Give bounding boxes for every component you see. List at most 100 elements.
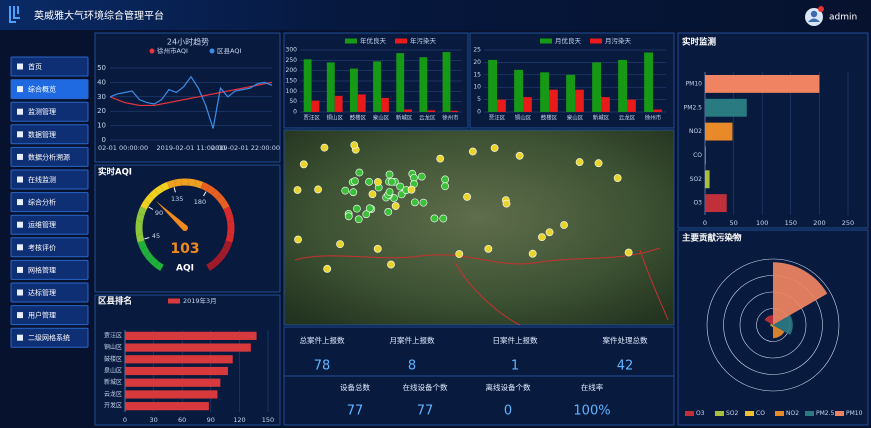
map-marker[interactable] — [484, 244, 493, 253]
menu-label[interactable]: 达标管理 — [28, 288, 56, 297]
map-marker[interactable] — [613, 174, 622, 182]
map-marker[interactable] — [594, 159, 603, 168]
x-tick-label: 50 — [729, 219, 737, 227]
x-tick-label: 120 — [233, 416, 245, 424]
map-marker[interactable] — [385, 170, 394, 179]
x-tick-label: 贾汪区 — [489, 114, 506, 122]
map-marker[interactable] — [502, 199, 511, 208]
rose-sector — [773, 315, 793, 335]
map-marker[interactable] — [396, 182, 405, 191]
map-marker[interactable] — [355, 168, 364, 177]
menu-item[interactable] — [10, 56, 89, 77]
menu-label[interactable]: 监测管理 — [28, 107, 56, 116]
menu-item[interactable] — [10, 192, 89, 213]
map-marker[interactable] — [463, 192, 471, 201]
menu-label[interactable]: 数据管理 — [28, 130, 56, 139]
map-marker[interactable] — [351, 177, 359, 186]
bar — [404, 109, 413, 112]
map-marker[interactable] — [341, 186, 350, 195]
map-marker[interactable] — [320, 143, 329, 152]
menu-label[interactable]: 用户管理 — [28, 311, 56, 320]
menu-item[interactable] — [10, 79, 89, 100]
menu-item[interactable] — [10, 169, 89, 190]
map-marker[interactable] — [624, 248, 633, 257]
menu-item[interactable] — [10, 259, 89, 280]
menu-label[interactable]: 运维管理 — [28, 220, 56, 229]
map-marker[interactable] — [349, 188, 358, 197]
bar — [349, 68, 358, 112]
map-marker[interactable] — [441, 182, 449, 191]
menu-label[interactable]: 在线监测 — [28, 175, 56, 184]
map-marker[interactable] — [344, 212, 353, 221]
map-marker[interactable] — [436, 154, 445, 163]
y-tick-label: 贾汪区 — [104, 331, 122, 339]
menu-label[interactable]: 首页 — [28, 62, 42, 71]
map-marker[interactable] — [350, 141, 359, 150]
map-marker[interactable] — [294, 235, 302, 244]
menu-label[interactable]: 综合概览 — [28, 85, 56, 94]
menu-item[interactable] — [10, 101, 89, 122]
map-marker[interactable] — [391, 202, 400, 210]
menu-label[interactable]: 网格管理 — [28, 265, 56, 274]
menu-label[interactable]: 考核评价 — [28, 243, 56, 252]
gauge-arc — [160, 181, 170, 192]
menu-item[interactable] — [10, 237, 89, 258]
map-marker[interactable] — [299, 160, 308, 169]
map-marker[interactable] — [538, 233, 546, 242]
map-marker[interactable] — [354, 215, 363, 224]
menu-item[interactable] — [10, 214, 89, 235]
map-marker[interactable] — [365, 204, 374, 213]
ring — [706, 258, 840, 392]
map-marker[interactable] — [336, 240, 344, 249]
y-tick-label: 云龙区 — [104, 390, 122, 398]
map-marker[interactable] — [455, 250, 464, 258]
map-marker[interactable] — [323, 264, 332, 273]
map-marker[interactable] — [430, 214, 439, 223]
menu-icon — [17, 244, 23, 251]
map-marker[interactable] — [384, 208, 393, 216]
bar — [705, 98, 747, 117]
map-marker[interactable] — [528, 249, 537, 258]
map-marker[interactable] — [387, 177, 396, 186]
map-marker[interactable] — [560, 221, 568, 229]
gauge-hub — [182, 225, 188, 231]
map-marker[interactable] — [411, 198, 419, 207]
map-marker[interactable] — [545, 228, 554, 237]
menu-item[interactable] — [10, 282, 89, 303]
stat-value: 77 — [417, 404, 434, 419]
map-marker[interactable] — [293, 186, 302, 194]
map-marker[interactable] — [417, 172, 426, 181]
menu-item[interactable] — [10, 305, 89, 326]
map-marker[interactable] — [490, 144, 499, 152]
map-marker[interactable] — [441, 175, 450, 184]
map-marker[interactable] — [515, 151, 524, 160]
map-marker[interactable] — [407, 185, 416, 194]
menu-label[interactable]: 数据分析溯源 — [28, 152, 70, 161]
map-marker[interactable] — [387, 260, 395, 269]
map-marker[interactable] — [373, 244, 382, 253]
user-name[interactable]: admin — [829, 13, 857, 23]
menu-item[interactable] — [10, 327, 89, 348]
bar — [601, 97, 610, 112]
map-marker[interactable] — [365, 177, 373, 186]
menu-icon — [17, 63, 23, 70]
menu-item[interactable] — [10, 124, 89, 145]
map-marker[interactable] — [575, 158, 584, 166]
map-marker[interactable] — [419, 198, 428, 207]
menu-label[interactable]: 综合分析 — [28, 198, 56, 207]
map-marker[interactable] — [374, 178, 382, 186]
map-marker[interactable] — [362, 210, 371, 219]
map-marker[interactable] — [352, 204, 361, 213]
legend-marker — [540, 38, 552, 44]
map-marker[interactable] — [368, 190, 377, 199]
y-tick-label: 250 — [286, 57, 298, 64]
map-marker[interactable] — [439, 214, 448, 223]
x-tick-label: 鼓楼区 — [350, 114, 367, 122]
map-marker[interactable] — [314, 185, 322, 194]
map[interactable] — [283, 129, 675, 326]
map-marker[interactable] — [385, 188, 394, 196]
menu-item[interactable] — [10, 146, 89, 167]
map-marker[interactable] — [468, 147, 477, 156]
gauge-arc — [200, 181, 210, 192]
menu-label[interactable]: 二级网格系统 — [28, 333, 70, 342]
